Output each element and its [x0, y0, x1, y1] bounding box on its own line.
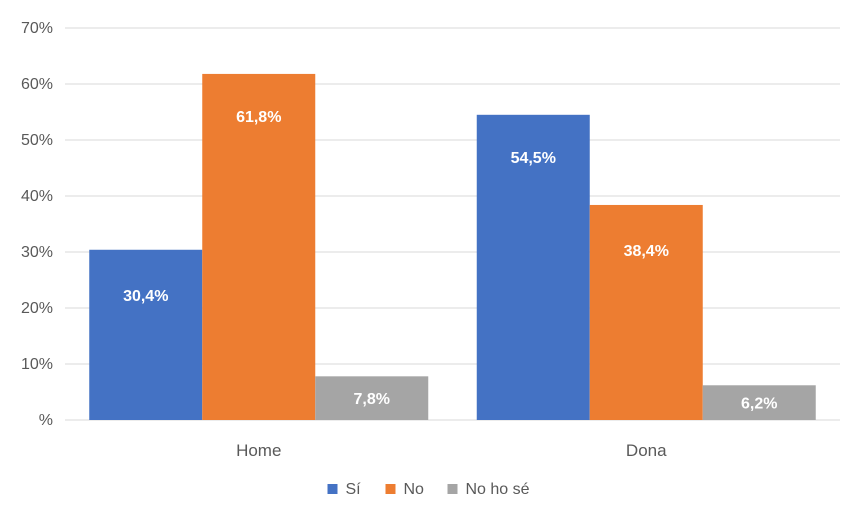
bar: [315, 376, 429, 420]
data-label: 38,4%: [624, 243, 669, 260]
bar: [589, 204, 703, 420]
y-tick-label: 50%: [21, 132, 53, 149]
legend-swatch: [447, 484, 458, 494]
data-label: 30,4%: [123, 288, 168, 305]
bar: [476, 114, 590, 421]
x-category-label: Home: [236, 441, 281, 460]
y-tick-label: 60%: [21, 76, 53, 93]
y-tick-label: 30%: [21, 244, 53, 261]
legend-label: Sí: [346, 481, 362, 498]
data-label: 54,5%: [511, 150, 556, 167]
bar: [702, 385, 816, 420]
x-axis-categories: Home Dona: [236, 441, 667, 460]
legend: Sí No No ho sé: [327, 481, 530, 498]
data-label: 7,8%: [354, 391, 390, 408]
bar: [202, 73, 316, 421]
y-axis-ticks: % 10% 20% 30% 40% 50% 60% 70%: [21, 20, 53, 429]
y-tick-label: 70%: [21, 20, 53, 37]
y-tick-label: 10%: [21, 356, 53, 373]
x-category-label: Dona: [626, 441, 667, 460]
legend-swatch: [385, 484, 396, 494]
y-tick-label: %: [39, 412, 53, 429]
y-tick-label: 20%: [21, 300, 53, 317]
data-labels: 30,4% 61,8% 7,8% 54,5% 38,4% 6,2%: [123, 109, 777, 413]
bar: [89, 249, 203, 420]
legend-label: No ho sé: [466, 481, 530, 498]
legend-swatch: [327, 484, 338, 494]
bars: [89, 73, 816, 421]
data-label: 61,8%: [236, 109, 281, 126]
data-label: 6,2%: [741, 396, 777, 413]
legend-label: No: [404, 481, 425, 498]
y-tick-label: 40%: [21, 188, 53, 205]
